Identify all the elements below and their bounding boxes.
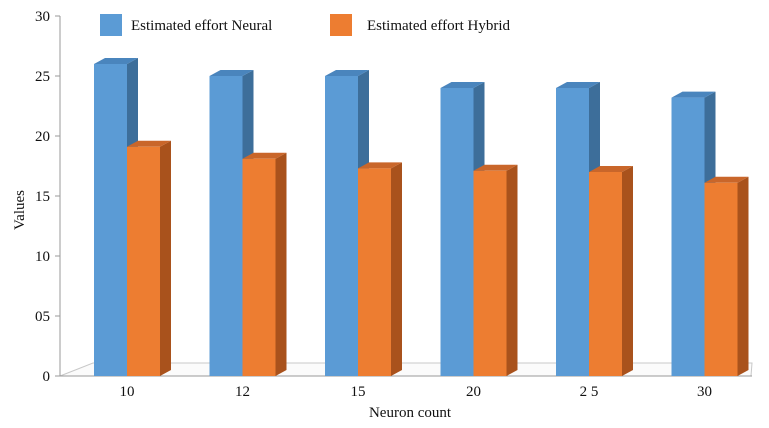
y-tick-label: 05 (35, 309, 50, 325)
x-tick-label: 10 (120, 384, 135, 400)
bar-side (737, 176, 749, 376)
bar-front (242, 158, 276, 376)
x-tick-label: 30 (697, 384, 712, 400)
bar-front (127, 146, 160, 376)
bar (704, 176, 749, 376)
bar-top (473, 164, 518, 171)
legend-swatch-hybrid (330, 14, 352, 36)
y-tick-label: 30 (35, 9, 50, 25)
bar-top (556, 82, 600, 88)
y-tick-label: 20 (35, 129, 50, 145)
bar-front (589, 172, 622, 376)
bar-front (325, 76, 358, 376)
bar-top (358, 162, 402, 169)
bar-top (209, 70, 254, 76)
y-tick-label: 10 (35, 249, 50, 265)
bar-front (473, 170, 507, 376)
x-tick-label: 2 5 (580, 384, 599, 400)
bar-side (622, 166, 633, 376)
bar-side (391, 162, 402, 376)
legend-label-hybrid: Estimated effort Hybrid (367, 18, 511, 34)
bar-top (127, 140, 171, 147)
y-axis-title: Values (12, 190, 28, 230)
bar (589, 166, 633, 376)
bar-front (556, 88, 589, 376)
bar-front (358, 168, 391, 376)
bar-top (325, 70, 369, 76)
x-tick-label: 12 (235, 384, 250, 400)
bar-side (275, 152, 287, 376)
bar-side (506, 164, 518, 376)
bar-top (242, 152, 287, 159)
bar (127, 140, 171, 376)
legend-label-neural: Estimated effort Neural (131, 18, 272, 34)
bar-front (704, 182, 738, 376)
y-tick-label: 0 (43, 369, 51, 385)
x-axis-title: Neuron count (369, 405, 452, 421)
y-tick-label: 25 (35, 69, 50, 85)
x-tick-label: 15 (351, 384, 366, 400)
bar (358, 162, 402, 376)
bar-front (671, 97, 705, 376)
bar-top (440, 82, 485, 88)
y-tick-label: 15 (35, 189, 50, 205)
legend: Estimated effort Neural Estimated effort… (100, 14, 511, 36)
bar-top (671, 91, 716, 98)
legend-swatch-neural (100, 14, 122, 36)
bar (242, 152, 287, 376)
bar (473, 164, 518, 376)
bar-top (704, 176, 749, 183)
x-tick-label: 20 (466, 384, 481, 400)
bar-top (589, 166, 633, 172)
bars (94, 58, 749, 376)
bar-front (209, 76, 243, 376)
bar-front (94, 64, 127, 376)
bar-top (94, 58, 138, 64)
bar-side (160, 140, 171, 376)
bar-front (440, 88, 474, 376)
